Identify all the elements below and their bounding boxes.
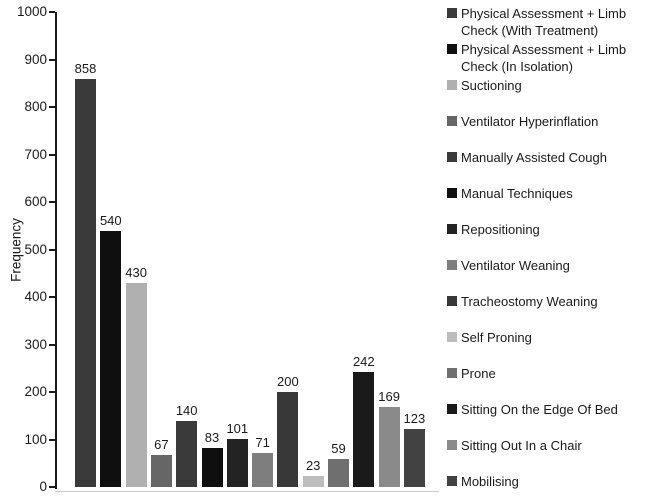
bar-value-label: 169 <box>378 388 400 404</box>
y-tick-label: 800 <box>24 99 47 114</box>
bar <box>328 458 349 487</box>
bar-value-label: 59 <box>331 440 346 456</box>
bar <box>252 453 274 487</box>
y-tick <box>49 248 55 251</box>
legend-swatch <box>447 368 457 378</box>
bar-value-label: 101 <box>226 421 249 437</box>
y-tick <box>49 201 55 203</box>
legend-label: Manually Assisted Cough <box>461 150 607 165</box>
bar-value-label: 430 <box>125 264 147 280</box>
y-tick <box>49 296 55 298</box>
legend-label: Repositioning <box>461 222 540 237</box>
legend-label: Prone <box>461 366 496 381</box>
legend-item: Prone <box>447 365 647 401</box>
bar <box>75 79 96 487</box>
y-tick-label: 300 <box>24 336 47 352</box>
legend-label: Manual Techniques <box>461 186 573 201</box>
y-axis-line <box>55 12 57 489</box>
plot-area: 1000 900 800 700 600 500 400 300 200 100 0 858 540 43… <box>17 4 439 494</box>
legend-swatch <box>447 332 457 342</box>
bar <box>378 406 400 487</box>
bar <box>226 439 248 487</box>
y-tick-label: 0 <box>39 479 47 494</box>
legend-swatch <box>447 8 457 18</box>
legend-swatch <box>447 80 457 90</box>
legend-item: Manually Assisted Cough <box>447 149 647 185</box>
legend-item: Physical Assessment + Limb Check (With T… <box>447 5 647 41</box>
legend-label: Self Proning <box>461 330 532 345</box>
legend-label: Physical Assessment + Limb Check (With T… <box>461 6 627 38</box>
y-tick <box>49 438 55 441</box>
bar <box>403 428 425 487</box>
y-tick <box>49 343 55 346</box>
x-axis-baseline <box>55 491 439 492</box>
legend-swatch <box>447 476 457 486</box>
legend-swatch <box>447 260 457 270</box>
legend-item: Sitting Out In a Chair <box>447 437 647 473</box>
y-tick-label: 700 <box>24 146 47 162</box>
y-tick-label: 600 <box>24 194 47 209</box>
legend-label: Ventilator Weaning <box>461 258 570 273</box>
legend-swatch <box>447 152 457 162</box>
bar <box>150 455 172 487</box>
y-tick-label: 900 <box>24 51 47 67</box>
legend-swatch <box>447 404 457 414</box>
legend-label: Sitting Out In a Chair <box>461 438 582 453</box>
y-tick <box>49 486 55 488</box>
legend-item: Manual Techniques <box>447 185 647 221</box>
legend-swatch <box>447 44 457 54</box>
legend-swatch <box>447 188 457 198</box>
y-tick <box>49 58 55 61</box>
bar <box>277 392 299 487</box>
legend-label: Suctioning <box>461 78 522 93</box>
bar <box>176 420 198 487</box>
legend-swatch <box>447 440 457 450</box>
bar-value-label: 200 <box>277 374 299 389</box>
legend-label: Sitting On the Edge Of Bed <box>461 402 618 417</box>
legend: Physical Assessment + Limb Check (With T… <box>447 5 647 496</box>
legend-swatch <box>447 116 457 126</box>
bar <box>302 476 324 487</box>
y-tick-label: 200 <box>24 384 47 399</box>
bar-value-label: 858 <box>74 61 97 77</box>
bar-value-label: 242 <box>352 354 375 370</box>
legend-item: Ventilator Hyperinflation <box>447 113 647 149</box>
bar <box>100 230 122 487</box>
legend-item: Sitting On the Edge Of Bed <box>447 401 647 437</box>
legend-swatch <box>447 224 457 234</box>
y-tick <box>49 391 55 393</box>
legend-swatch <box>447 296 457 306</box>
legend-item: Mobilising <box>447 473 647 496</box>
bar <box>125 282 147 487</box>
bar-value-label: 71 <box>255 435 270 451</box>
bar-value-label: 140 <box>175 402 198 418</box>
y-tick-label: 1000 <box>16 4 47 19</box>
legend-item: Suctioning <box>447 77 647 113</box>
y-tick-label: 100 <box>24 431 47 447</box>
y-tick-label: 400 <box>24 289 47 304</box>
legend-item: Physical Assessment + Limb Check (In Iso… <box>447 41 647 77</box>
legend-item: Tracheostomy Weaning <box>447 293 647 329</box>
legend-label: Ventilator Hyperinflation <box>461 114 599 129</box>
y-tick <box>49 11 55 13</box>
y-tick <box>49 106 55 108</box>
legend-label: Physical Assessment + Limb Check (In Iso… <box>461 42 627 74</box>
bar-value-label: 540 <box>99 212 122 228</box>
legend-label: Mobilising <box>461 474 519 489</box>
legend-item: Ventilator Weaning <box>447 257 647 293</box>
bar-value-label: 123 <box>403 410 426 426</box>
legend-label: Tracheostomy Weaning <box>461 294 598 309</box>
y-tick-label: 500 <box>24 241 47 257</box>
bar-value-label: 23 <box>305 458 321 474</box>
legend-item: Self Proning <box>447 329 647 365</box>
bar <box>201 447 223 487</box>
bar-value-label: 67 <box>154 437 169 453</box>
y-tick <box>49 153 55 156</box>
legend-item: Repositioning <box>447 221 647 257</box>
bar-value-label: 83 <box>204 429 220 445</box>
bar <box>353 372 375 487</box>
